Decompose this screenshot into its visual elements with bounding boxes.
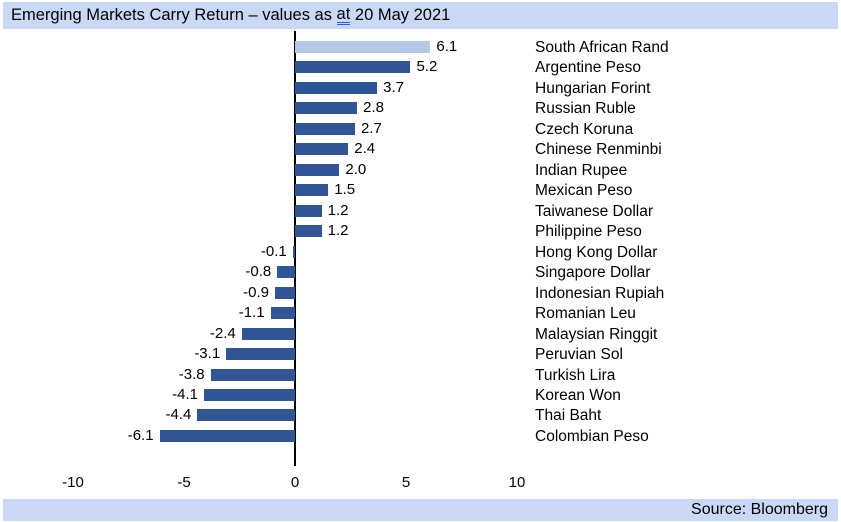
value-label: 1.5 xyxy=(334,181,356,199)
category-label: Singapore Dollar xyxy=(535,264,651,282)
chart-title-prefix: Emerging Markets Carry Return – values a… xyxy=(11,6,337,24)
bar xyxy=(270,307,295,320)
chart-title-bar: Emerging Markets Carry Return – values a… xyxy=(3,2,838,29)
value-label: 2.4 xyxy=(354,140,376,158)
category-label: Taiwanese Dollar xyxy=(535,202,654,220)
value-label: 1.2 xyxy=(327,222,349,240)
category-label: Russian Ruble xyxy=(535,100,636,118)
value-label: 2.0 xyxy=(345,160,367,178)
value-label: -1.1 xyxy=(238,304,265,322)
value-label: -2.4 xyxy=(209,324,236,342)
bar xyxy=(295,163,340,176)
value-label: -0.8 xyxy=(245,263,272,281)
category-label: Indian Rupee xyxy=(535,161,628,179)
category-label: Chinese Renminbi xyxy=(535,141,662,159)
category-label: Argentine Peso xyxy=(535,59,641,77)
value-label: 5.2 xyxy=(416,58,438,76)
value-label: 2.8 xyxy=(363,99,385,117)
value-label: -4.4 xyxy=(165,406,192,424)
value-label: 1.2 xyxy=(327,201,349,219)
bar xyxy=(295,122,355,135)
bar xyxy=(295,143,349,156)
x-axis-tick-label: -5 xyxy=(177,474,191,491)
chart-title-grammar-flagged-word: at xyxy=(336,6,351,26)
value-label: -0.1 xyxy=(260,242,287,260)
value-label: 6.1 xyxy=(436,38,458,55)
bar xyxy=(295,184,329,197)
bar xyxy=(295,61,411,74)
category-label: South African Rand xyxy=(535,39,669,56)
chart-title-suffix: 20 May 2021 xyxy=(350,6,451,24)
category-label: Malaysian Ringgit xyxy=(535,325,658,343)
category-label: Romanian Leu xyxy=(535,305,636,323)
x-axis-tick-label: 5 xyxy=(401,474,411,491)
category-label: Peruvian Sol xyxy=(535,346,623,364)
value-label: -3.1 xyxy=(194,345,221,363)
bar xyxy=(295,41,431,53)
value-label: -6.1 xyxy=(127,426,154,444)
bar xyxy=(203,388,295,401)
category-label: Hong Kong Dollar xyxy=(535,243,658,261)
bar xyxy=(295,81,378,94)
category-label: Colombian Peso xyxy=(535,427,649,445)
bar xyxy=(210,368,295,381)
category-label: Czech Koruna xyxy=(535,120,634,138)
bar xyxy=(277,266,295,279)
bar xyxy=(197,409,295,422)
value-label: -4.1 xyxy=(172,385,198,403)
category-label: Indonesian Rupiah xyxy=(535,284,665,302)
source-label: Source: Bloomberg xyxy=(691,501,828,518)
zero-axis-line xyxy=(294,31,296,466)
x-axis-tick-label: 0 xyxy=(290,474,300,491)
category-label: Korean Won xyxy=(535,386,621,404)
value-label: -3.8 xyxy=(178,365,205,383)
bar xyxy=(241,327,295,340)
category-label: Thai Baht xyxy=(535,407,602,425)
category-label: Philippine Peso xyxy=(535,223,642,241)
category-label: Hungarian Forint xyxy=(535,79,651,97)
x-axis-tick-label: -10 xyxy=(62,474,84,491)
x-axis-tick-label: 10 xyxy=(508,474,526,491)
value-label: -0.9 xyxy=(243,283,270,301)
value-label: 2.7 xyxy=(360,119,382,137)
source-bar: Source: Bloomberg xyxy=(3,499,838,521)
category-label: Turkish Lira xyxy=(535,366,616,384)
plot-area: 6.1 South African Rand 5.2 Argentine Peso 3.… xyxy=(62,31,669,491)
bar xyxy=(275,286,295,299)
category-label: Mexican Peso xyxy=(535,182,633,200)
bar xyxy=(226,348,295,361)
bar xyxy=(295,225,322,238)
bar xyxy=(295,102,358,115)
value-label: 3.7 xyxy=(383,78,404,96)
bar xyxy=(159,429,295,442)
bar xyxy=(292,245,295,258)
bar xyxy=(295,204,322,217)
